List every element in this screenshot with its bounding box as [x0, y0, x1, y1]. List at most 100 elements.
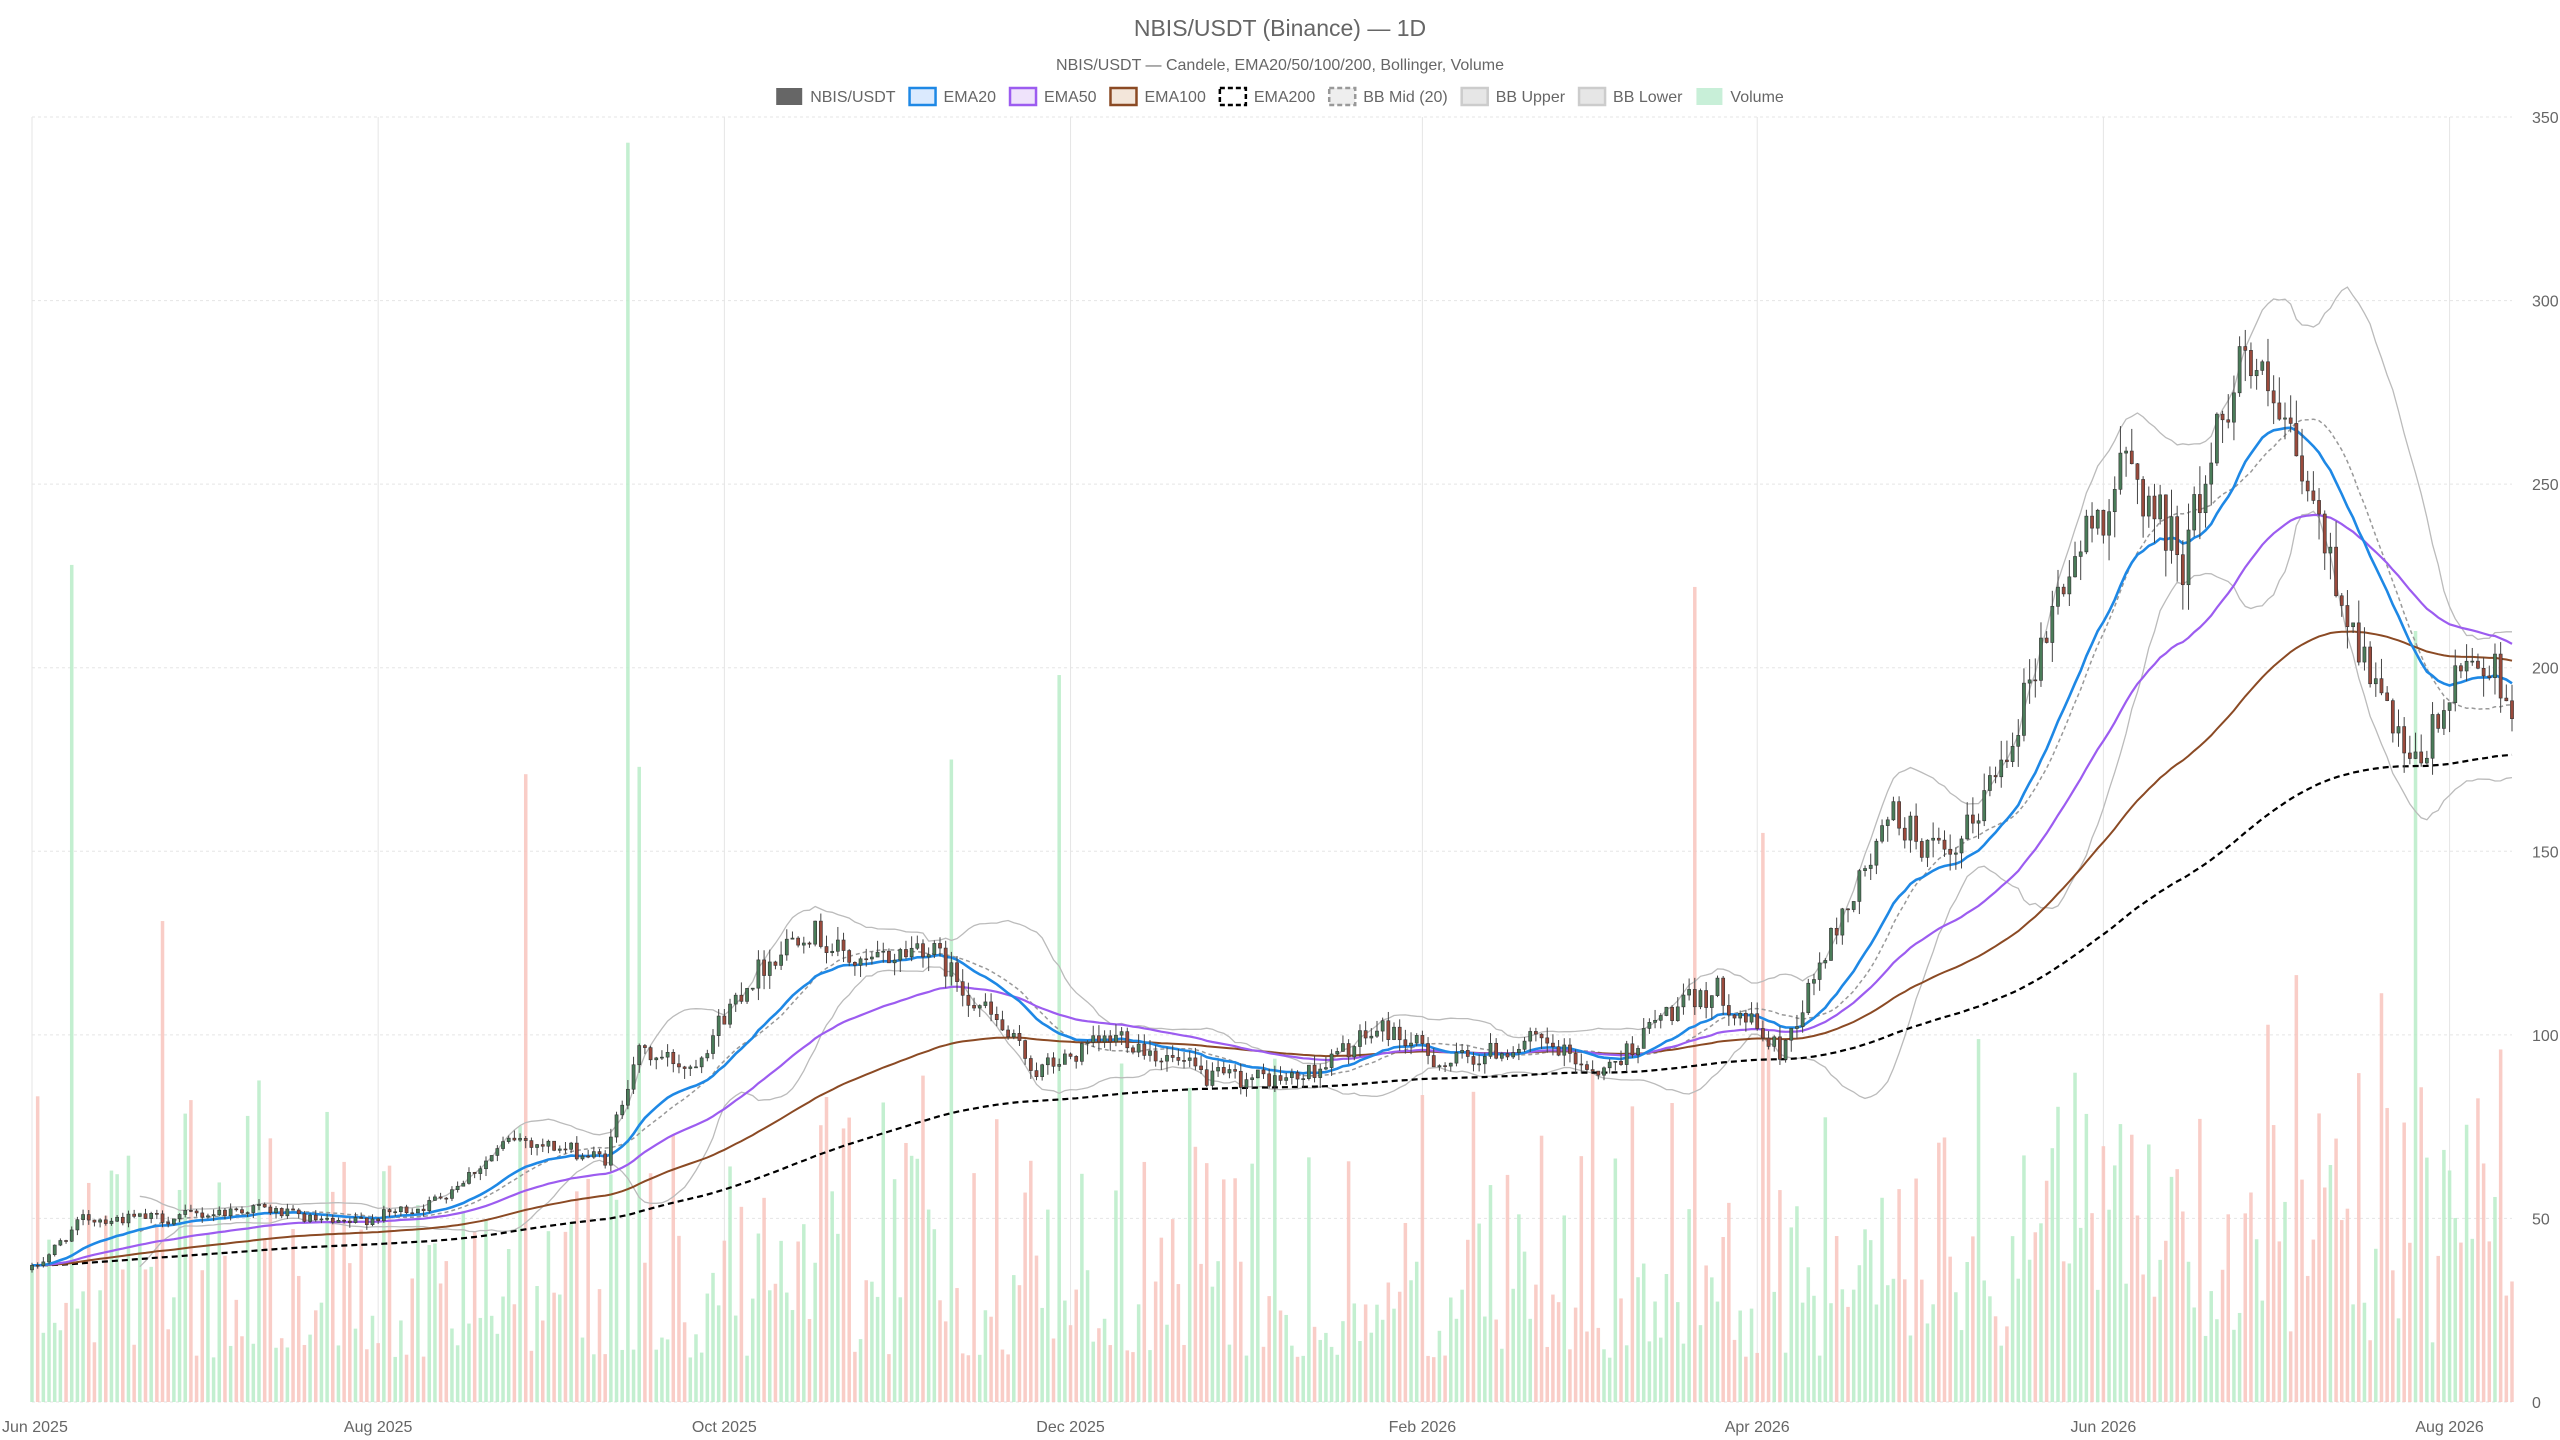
candle-body [69, 1229, 74, 1242]
candle [1216, 1060, 1220, 1077]
candle-body [2430, 714, 2435, 759]
ema20-line [32, 426, 2513, 1267]
volume-bar [1278, 1310, 1283, 1402]
candle [1692, 977, 1697, 1015]
candle [2169, 489, 2174, 564]
candle [1284, 1072, 1289, 1085]
candle [1392, 1022, 1396, 1041]
x-tick-label: Apr 2026 [1725, 1419, 1790, 1436]
candle-body [1545, 1037, 1550, 1044]
candle-body [1704, 990, 1708, 1008]
volume-bar [768, 1290, 772, 1402]
candle-body [1363, 1030, 1368, 1039]
candle-body [943, 947, 948, 977]
volume-bar [2061, 1261, 2066, 1402]
candle [1363, 1021, 1368, 1045]
volume-bar [1664, 1274, 1669, 1402]
volume-bar [2351, 1304, 2355, 1402]
volume-bar [348, 1263, 352, 1402]
candle [1619, 1050, 1623, 1066]
volume-bar [160, 921, 165, 1402]
candle [2436, 712, 2441, 733]
candle [745, 988, 749, 1004]
candle [1091, 1025, 1096, 1048]
candle [81, 1209, 85, 1226]
volume-bar [1868, 1240, 1873, 1402]
candle [626, 1080, 630, 1110]
volume-bar [802, 1224, 806, 1402]
candle [1846, 908, 1850, 923]
volume-bar [1483, 1316, 1487, 1402]
candle-body [103, 1219, 108, 1224]
candle-body [1397, 1026, 1402, 1041]
volume-bar [1897, 1189, 1901, 1402]
volume-bar [313, 1310, 318, 1402]
volume-bar [52, 1322, 57, 1402]
volume-bar [1914, 1178, 1918, 1402]
candle-body [1136, 1043, 1141, 1053]
volume-bars [30, 142, 2514, 1403]
volume-bar [1579, 1156, 1584, 1402]
volume-bar [926, 1209, 931, 1402]
volume-bar [69, 564, 74, 1402]
candle [313, 1210, 318, 1222]
volume-bar [949, 759, 954, 1402]
volume-bar [909, 1155, 914, 1402]
volume-bar [382, 1171, 386, 1402]
volume-bar [183, 1113, 187, 1402]
candle-body [591, 1151, 596, 1158]
candle [2112, 476, 2117, 538]
candle-body [1613, 1060, 1618, 1063]
candle-body [274, 1208, 278, 1214]
candle-body [2339, 595, 2344, 606]
candle [1562, 1038, 1567, 1067]
volume-bar [331, 1191, 335, 1402]
candle [143, 1208, 148, 1220]
volume-bar [1176, 1284, 1181, 1402]
volume-bar [2016, 1278, 2021, 1402]
volume-bar [2198, 1118, 2202, 1402]
candle-body [2112, 489, 2117, 513]
candle-body [1193, 1057, 1198, 1067]
volume-bar [1420, 1095, 1425, 1402]
candle-body [2351, 622, 2355, 628]
candle-body [1227, 1069, 1232, 1074]
volume-bar [98, 1290, 102, 1402]
volume-bar [143, 1269, 148, 1402]
volume-bar [1488, 1185, 1493, 1402]
candle-body [1199, 1065, 1203, 1071]
candle [1607, 1059, 1612, 1074]
volume-bar [1721, 1237, 1725, 1402]
volume-bar [2487, 1241, 2492, 1402]
candle [1142, 1034, 1147, 1060]
candle [98, 1218, 102, 1228]
candle [308, 1213, 312, 1224]
candle [955, 956, 959, 992]
candle-body [2373, 678, 2378, 685]
volume-bar [1971, 1236, 1975, 1402]
volume-bar [1800, 1302, 1805, 1402]
candle-body [438, 1196, 443, 1199]
volume-bar [64, 1302, 68, 1402]
candle [2175, 505, 2180, 582]
candle [1511, 1046, 1516, 1059]
volume-bar [1562, 1215, 1567, 1402]
candle [1704, 981, 1708, 1019]
volume-bar [1829, 1303, 1833, 1402]
volume-bar [756, 1233, 761, 1402]
legend-label: EMA50 [1044, 89, 1097, 106]
candle-body [1216, 1067, 1220, 1072]
candle-body [2084, 515, 2089, 553]
candle-body [643, 1045, 647, 1048]
volume-bar [104, 1215, 108, 1402]
candle-body [1863, 868, 1867, 871]
candle-body [2050, 606, 2055, 643]
candle-body [1017, 1033, 1022, 1041]
candle-body [1692, 989, 1697, 1008]
volume-bar [2419, 1087, 2423, 1402]
volume-bar [898, 1297, 903, 1402]
candle-body [223, 1209, 227, 1217]
candle-body [665, 1052, 670, 1058]
candle-body [455, 1185, 460, 1190]
candle [211, 1209, 216, 1222]
